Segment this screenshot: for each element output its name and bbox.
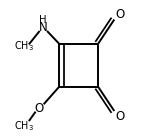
Text: O: O bbox=[115, 110, 124, 123]
Text: CH$_3$: CH$_3$ bbox=[14, 40, 33, 53]
Text: O: O bbox=[115, 8, 124, 21]
Text: CH$_3$: CH$_3$ bbox=[14, 120, 33, 133]
Text: N: N bbox=[39, 21, 47, 34]
Text: O: O bbox=[34, 102, 44, 115]
Text: H: H bbox=[39, 15, 47, 24]
